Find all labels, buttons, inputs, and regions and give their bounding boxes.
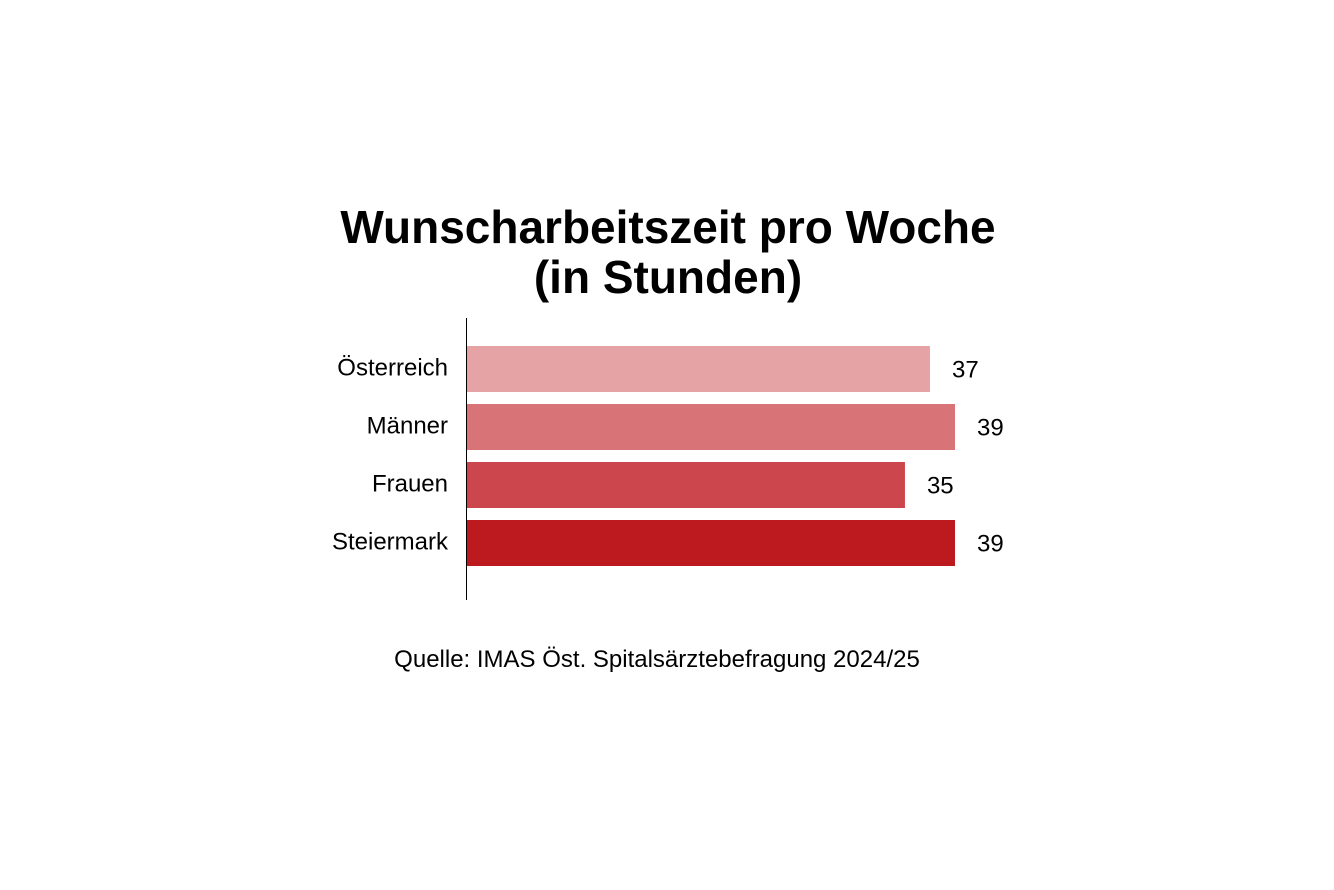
bar [467, 462, 905, 508]
value-label: 37 [952, 356, 979, 383]
bar [467, 404, 955, 450]
value-label: 39 [977, 414, 1004, 441]
category-label: Männer [367, 412, 448, 439]
category-label: Frauen [372, 470, 448, 497]
bar [467, 520, 955, 566]
source-note: Quelle: IMAS Öst. Spitalsärztebefragung … [394, 646, 920, 673]
category-label: Steiermark [332, 528, 449, 555]
chart-title: Wunscharbeitszeit pro Woche (in Stunden) [340, 201, 996, 303]
value-label: 35 [927, 472, 954, 499]
value-label: 39 [977, 530, 1004, 557]
bar [467, 346, 930, 392]
category-label: Österreich [337, 354, 448, 381]
